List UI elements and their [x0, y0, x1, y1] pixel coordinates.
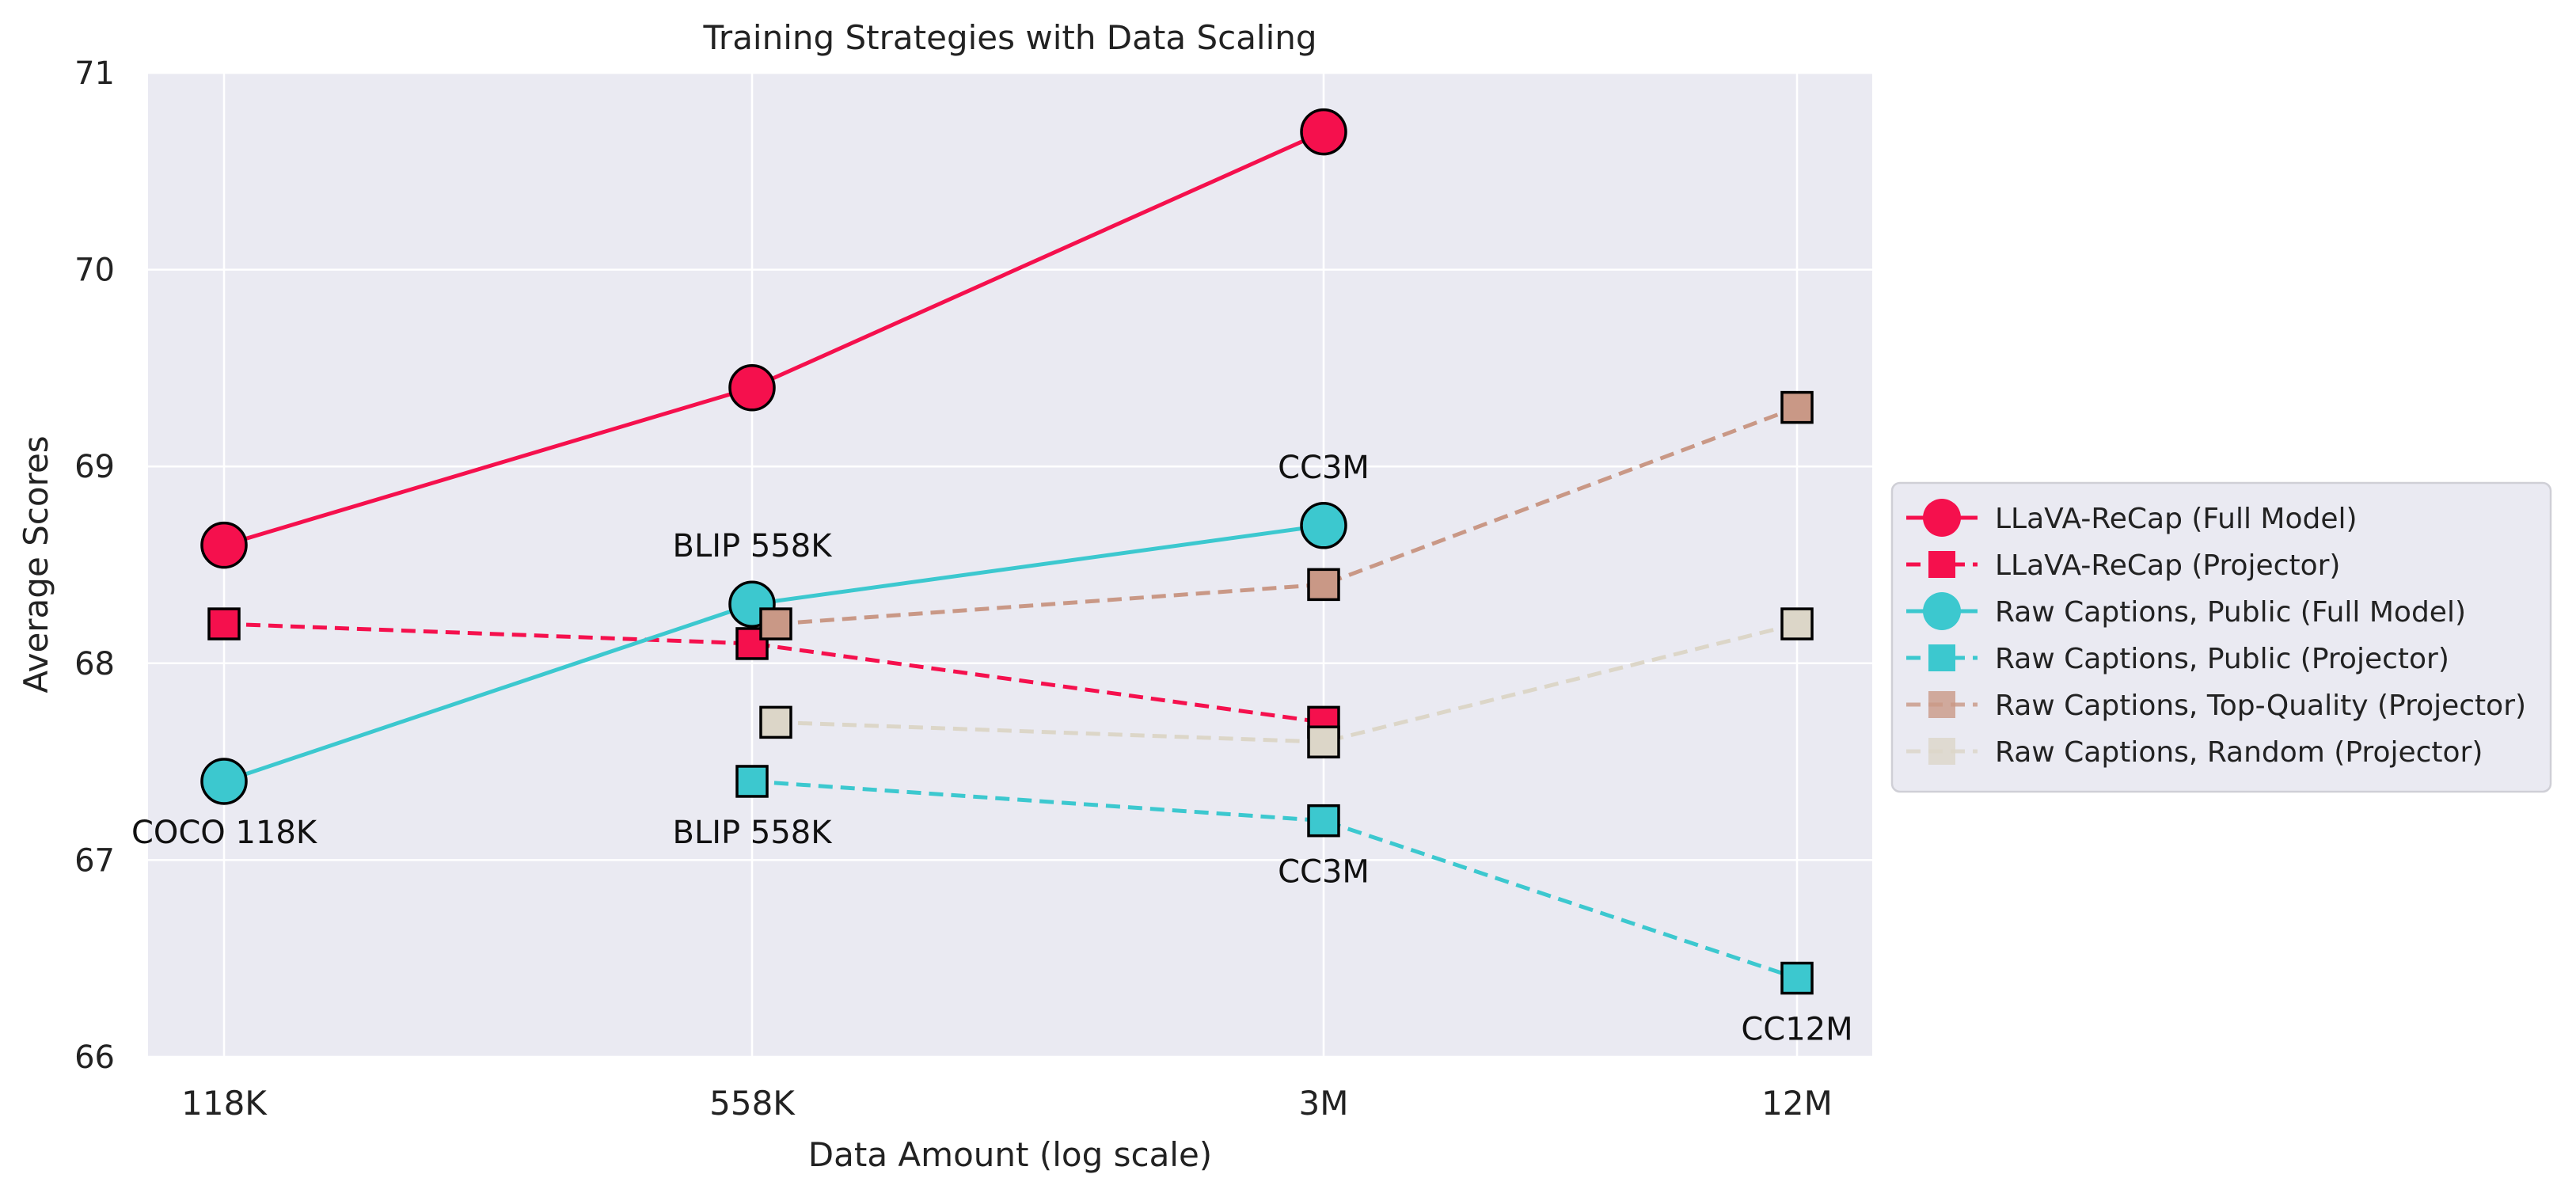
legend-label: Raw Captions, Random (Projector): [1995, 736, 2483, 769]
legend-label: LLaVA-ReCap (Projector): [1995, 549, 2340, 582]
x-tick-label: 558K: [709, 1084, 796, 1123]
x-tick-label: 3M: [1299, 1084, 1349, 1123]
data-point: [728, 364, 776, 412]
point-annotation: COCO 118K: [131, 815, 318, 851]
data-point: [1780, 607, 1814, 640]
series-line: [775, 621, 1798, 744]
legend-box: [1890, 481, 2552, 793]
data-point: [1307, 568, 1340, 602]
data-point: [1300, 502, 1347, 549]
plot-area: [148, 73, 1872, 1057]
data-point: [759, 705, 792, 739]
point-annotation: CC3M: [1278, 854, 1370, 891]
legend-label: Raw Captions, Top-Quality (Projector): [1995, 690, 2526, 722]
x-axis-label: Data Amount (log scale): [808, 1135, 1212, 1174]
legend: LLaVA-ReCap (Full Model) LLaVA-ReCap (Pro…: [1890, 481, 2552, 793]
point-annotation: CC3M: [1278, 450, 1370, 486]
annotations: COCO 118K BLIP 558K CC3M BLIP 558K CC3M CC12M: [131, 450, 1853, 1048]
data-point: [207, 607, 241, 640]
series-line: [775, 405, 1798, 626]
legend-label: Raw Captions, Public (Full Model): [1995, 596, 2466, 629]
y-tick-label: 70: [74, 253, 115, 289]
point-annotation: BLIP 558K: [673, 815, 834, 851]
legend-marker: [1923, 592, 1961, 630]
y-tick-label: 66: [74, 1039, 115, 1076]
point-annotation: BLIP 558K: [673, 528, 834, 564]
legend-marker: [1928, 551, 1955, 578]
data-point: [200, 521, 248, 569]
legend-marker: [1923, 499, 1961, 537]
data-point: [1780, 961, 1814, 995]
series-markers: [200, 108, 1814, 995]
legend-marker: [1928, 644, 1955, 671]
y-axis-label: Average Scores: [17, 435, 55, 693]
x-tick-label: 12M: [1761, 1084, 1833, 1123]
legend-label: Raw Captions, Public (Projector): [1995, 643, 2449, 675]
legend-label: LLaVA-ReCap (Full Model): [1995, 503, 2358, 535]
y-tick-label: 68: [74, 646, 115, 682]
data-point: [1307, 804, 1340, 838]
data-point: [759, 607, 792, 640]
y-tick-label: 71: [74, 55, 115, 92]
y-tick-label: 69: [74, 449, 115, 485]
point-annotation: CC12M: [1741, 1012, 1852, 1048]
data-point: [1780, 390, 1814, 424]
y-tick-label: 67: [74, 842, 115, 879]
data-point: [1300, 108, 1347, 156]
series-line: [223, 621, 1324, 724]
legend-marker: [1928, 691, 1955, 718]
x-tick-label: 118K: [181, 1084, 268, 1123]
series-line: [751, 779, 1798, 980]
chart-title: Training Strategies with Data Scaling: [702, 18, 1316, 57]
data-point: [200, 758, 248, 805]
ticks: 118K 558K 3M 12M 66 67 68 69 70 71: [74, 55, 1833, 1123]
grid: [148, 71, 1872, 1058]
legend-marker: [1928, 738, 1955, 765]
data-point: [1307, 725, 1340, 758]
data-point: [735, 765, 769, 798]
